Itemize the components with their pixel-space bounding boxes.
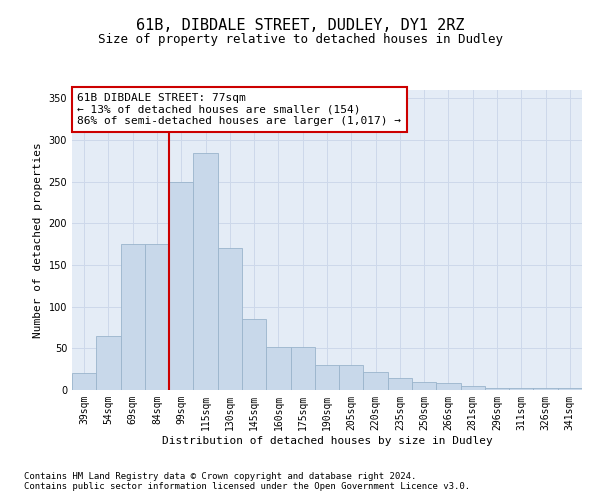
Text: 61B DIBDALE STREET: 77sqm
← 13% of detached houses are smaller (154)
86% of semi: 61B DIBDALE STREET: 77sqm ← 13% of detac…: [77, 93, 401, 126]
Text: Size of property relative to detached houses in Dudley: Size of property relative to detached ho…: [97, 32, 503, 46]
Bar: [485, 388, 509, 390]
Bar: [145, 244, 169, 390]
Text: 61B, DIBDALE STREET, DUDLEY, DY1 2RZ: 61B, DIBDALE STREET, DUDLEY, DY1 2RZ: [136, 18, 464, 32]
Bar: [218, 248, 242, 390]
Text: Contains HM Land Registry data © Crown copyright and database right 2024.: Contains HM Land Registry data © Crown c…: [24, 472, 416, 481]
Bar: [509, 388, 533, 390]
Bar: [121, 244, 145, 390]
Bar: [266, 346, 290, 390]
Bar: [315, 365, 339, 390]
Bar: [436, 384, 461, 390]
Text: Contains public sector information licensed under the Open Government Licence v3: Contains public sector information licen…: [24, 482, 470, 491]
Bar: [193, 154, 218, 390]
Bar: [388, 378, 412, 390]
Bar: [558, 388, 582, 390]
Bar: [339, 365, 364, 390]
Y-axis label: Number of detached properties: Number of detached properties: [33, 142, 43, 338]
Bar: [412, 382, 436, 390]
Bar: [96, 336, 121, 390]
Bar: [290, 346, 315, 390]
Bar: [533, 388, 558, 390]
Bar: [364, 372, 388, 390]
Bar: [72, 374, 96, 390]
Bar: [169, 182, 193, 390]
X-axis label: Distribution of detached houses by size in Dudley: Distribution of detached houses by size …: [161, 436, 493, 446]
Bar: [461, 386, 485, 390]
Bar: [242, 319, 266, 390]
